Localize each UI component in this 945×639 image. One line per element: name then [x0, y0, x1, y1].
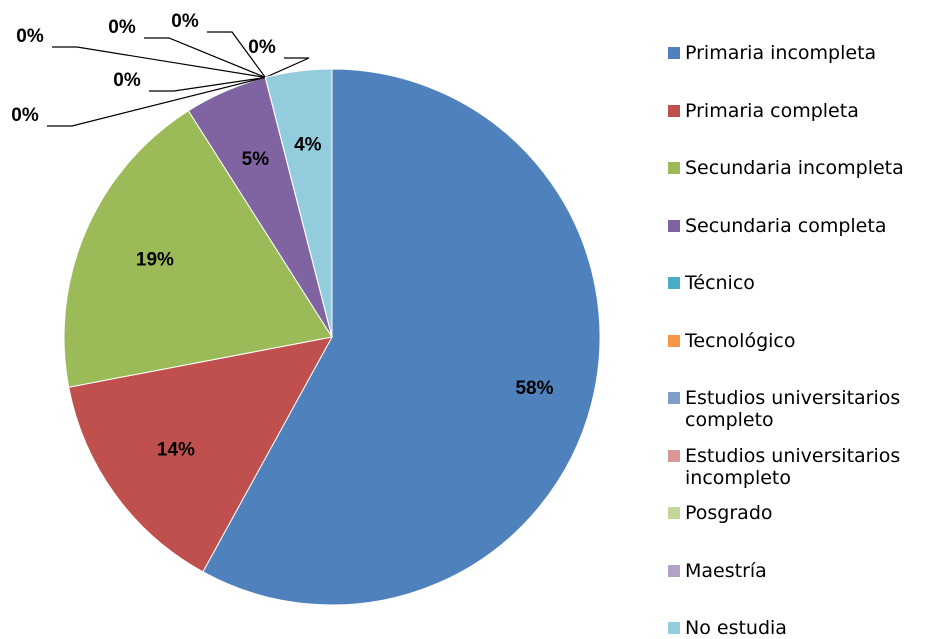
- legend-label: Posgrado: [685, 502, 773, 524]
- data-label: 4%: [294, 135, 322, 156]
- legend-swatch: [668, 219, 680, 232]
- data-label: 19%: [136, 249, 174, 270]
- pie-slice: [68, 336, 333, 573]
- legend-swatch: [668, 104, 680, 117]
- data-label: 0%: [11, 105, 39, 126]
- legend-item: Estudios universitarios incompleto: [668, 445, 945, 489]
- data-label: 0%: [108, 17, 136, 38]
- legend-item: Técnico: [668, 272, 945, 294]
- legend-label: Estudios universitarios completo: [685, 387, 901, 431]
- leader-line: [52, 46, 266, 79]
- leader-line: [144, 37, 266, 78]
- data-label: 0%: [171, 11, 199, 32]
- pie-slice: [264, 68, 333, 338]
- legend-label: Maestría: [685, 559, 767, 582]
- legend-label: Estudios universitarios incompleto: [685, 444, 901, 489]
- data-label: 0%: [248, 37, 276, 58]
- legend-label: Tecnológico: [685, 329, 796, 352]
- pie-slice: [202, 68, 601, 606]
- legend-swatch: [668, 449, 680, 462]
- legend-label: Primaria incompleta: [685, 42, 877, 64]
- pie-slice: [63, 110, 333, 388]
- legend-label: Técnico: [685, 272, 755, 294]
- legend-swatch: [668, 392, 680, 404]
- legend-swatch: [668, 507, 680, 519]
- legend-swatch: [668, 162, 680, 174]
- legend-swatch: [668, 334, 680, 347]
- data-label: 14%: [157, 439, 195, 460]
- data-label: 5%: [242, 149, 270, 170]
- data-label: 0%: [16, 26, 44, 47]
- legend-item: No estudia: [668, 617, 945, 639]
- legend-swatch: [668, 622, 680, 634]
- legend-label: Secundaria incompleta: [685, 157, 904, 179]
- legend-label: Secundaria completa: [685, 214, 887, 237]
- leader-line: [149, 76, 266, 92]
- leader-line: [207, 31, 266, 78]
- leader-line: [265, 57, 310, 78]
- legend-item: Primaria incompleta: [668, 42, 945, 64]
- legend-swatch: [668, 277, 680, 289]
- data-label: 0%: [113, 70, 141, 91]
- legend-item: Estudios universitarios completo: [668, 387, 945, 431]
- legend-item: Posgrado: [668, 502, 945, 524]
- legend-item: Maestría: [668, 560, 945, 582]
- data-label: 58%: [515, 378, 553, 399]
- legend-item: Secundaria incompleta: [668, 157, 945, 179]
- legend-swatch: [668, 564, 680, 577]
- legend-swatch: [668, 47, 680, 59]
- legend-item: Primaria completa: [668, 100, 945, 122]
- leader-line: [47, 76, 266, 127]
- legend-item: Secundaria completa: [668, 215, 945, 237]
- legend-label: Primaria completa: [685, 99, 859, 122]
- legend-item: Tecnológico: [668, 330, 945, 352]
- legend-label: No estudia: [685, 617, 787, 639]
